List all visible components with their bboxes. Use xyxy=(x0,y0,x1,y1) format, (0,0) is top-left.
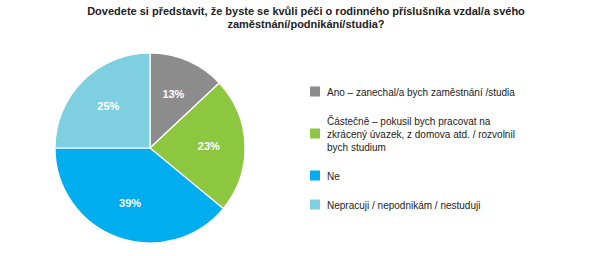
data-label: 13% xyxy=(162,88,184,100)
legend-label: Ano – zanechal/a bych zaměstnání /studia xyxy=(327,86,515,97)
legend-label-line: Nepracuji / nepodnikám / nestuduji xyxy=(327,199,480,210)
data-label: 39% xyxy=(119,197,141,209)
legend-item: Ne xyxy=(310,170,340,181)
legend-label: Částečně – pokusil bych pracovat na zkrác… xyxy=(327,114,515,152)
legend-swatch xyxy=(310,200,320,210)
legend-swatch xyxy=(310,129,320,139)
title-line: Dovedete si představit, že byste se kvůl… xyxy=(87,5,525,17)
slice xyxy=(55,53,150,148)
legend: Ano – zanechal/a bych zaměstnání /studia… xyxy=(310,86,515,210)
title-line: zaměstnání/podnikání/studia? xyxy=(227,18,384,30)
legend-label-line: bych studium xyxy=(327,141,386,152)
title: Dovedete si představit, že byste se kvůl… xyxy=(87,5,525,30)
legend-label: Nepracuji / nepodnikám / nestuduji xyxy=(327,199,480,210)
slice xyxy=(55,148,223,243)
legend-label-line: Částečně – pokusil bych pracovat na xyxy=(327,114,491,126)
legend-label-line: zkrácený úvazek, z domova atd. / rozvoln… xyxy=(327,128,515,139)
legend-swatch xyxy=(310,87,320,97)
legend-label-line: Ne xyxy=(327,170,340,181)
data-label: 23% xyxy=(198,140,220,152)
legend-item: Ano – zanechal/a bych zaměstnání /studia xyxy=(310,86,515,97)
legend-swatch xyxy=(310,171,320,181)
legend-item: Částečně – pokusil bych pracovat na zkrác… xyxy=(310,114,515,152)
data-label: 25% xyxy=(97,100,119,112)
pie xyxy=(55,53,245,243)
legend-label: Ne xyxy=(327,170,340,181)
legend-label-line: Ano – zanechal/a bych zaměstnání /studia xyxy=(327,86,515,97)
data-labels: 13% 23% 39% 25% xyxy=(97,88,220,209)
chart: Dovedete si představit, že byste se kvůl… xyxy=(0,0,612,256)
legend-item: Nepracuji / nepodnikám / nestuduji xyxy=(310,199,480,210)
